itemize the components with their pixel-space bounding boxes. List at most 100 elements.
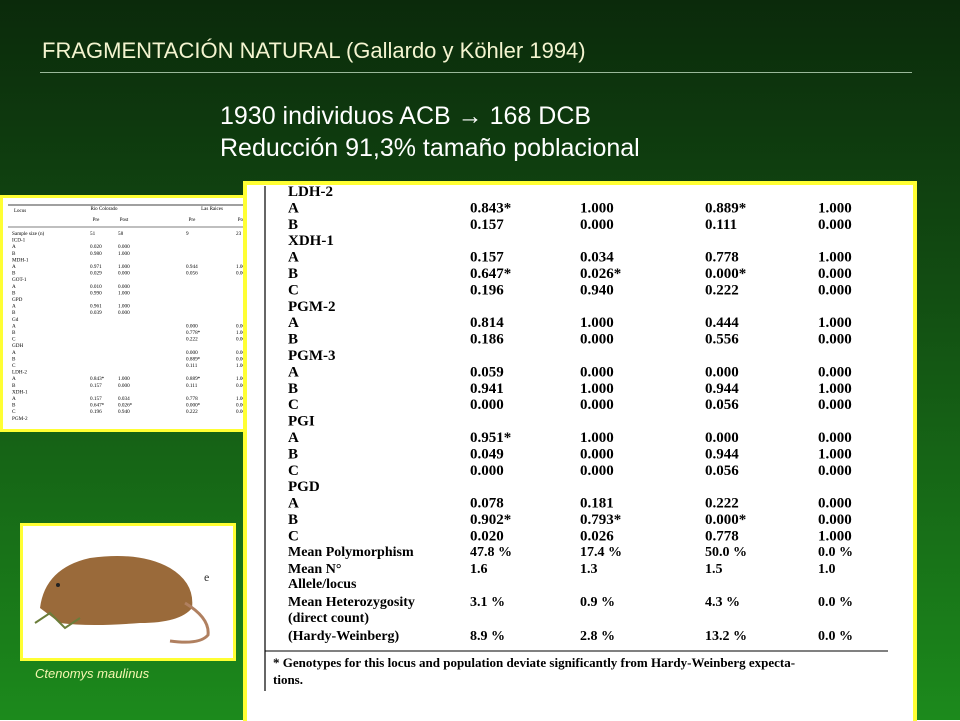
cell: 0.000 xyxy=(818,364,852,380)
rule xyxy=(40,72,912,73)
cell: 58 xyxy=(118,231,124,237)
cell: 0.010 xyxy=(90,284,102,290)
cell: C xyxy=(12,337,16,343)
cell: 0.000 xyxy=(236,337,248,343)
cell: B xyxy=(12,310,16,316)
cell: A xyxy=(288,430,299,446)
header: Post xyxy=(120,218,129,223)
cell: Gd xyxy=(12,317,19,323)
cell: PGM-2 xyxy=(288,299,335,315)
cell: 0.951* xyxy=(470,430,511,446)
cell: 0.222 xyxy=(705,496,739,512)
cell: 0.186 xyxy=(470,332,504,348)
caption: Ctenomys maulinus xyxy=(35,666,150,681)
cell: 0.000 xyxy=(118,244,130,250)
cell: 0.000 xyxy=(580,217,614,233)
cell: 0.0 % xyxy=(818,545,853,560)
cell: 0.000 xyxy=(118,284,130,290)
cell: 0.000 xyxy=(118,310,130,316)
cell: A xyxy=(12,284,16,290)
cell: 0.181 xyxy=(580,496,614,512)
cell: 0.000 xyxy=(580,364,614,380)
cell: 0.000 xyxy=(470,397,504,413)
cell: 0.000 xyxy=(818,332,852,348)
cell: 0.000 xyxy=(818,512,852,528)
cell: B xyxy=(12,290,16,296)
cell: 0.000 xyxy=(580,463,614,479)
cell: 0.944 xyxy=(705,446,739,462)
header: Post xyxy=(238,218,247,223)
subtitle-2: Reducción 91,3% tamaño poblacional xyxy=(220,134,640,162)
cell: C xyxy=(288,282,299,298)
cell: B xyxy=(12,403,16,409)
cell: 0.059 xyxy=(470,364,504,380)
cell: 0.889* xyxy=(186,356,201,362)
subtitle-1: 1930 individuos ACB → 168 DCB xyxy=(220,102,592,130)
cell: B xyxy=(12,356,16,362)
cell: 0.647* xyxy=(90,403,105,409)
cell: GPD xyxy=(12,297,23,303)
cell: 0.000 xyxy=(118,271,130,277)
cell: 4.3 % xyxy=(705,595,740,610)
cell: 0.157 xyxy=(470,217,504,233)
cell: 0.196 xyxy=(470,282,504,298)
cell: 1.000 xyxy=(580,381,614,397)
cell: 0.444 xyxy=(705,315,739,331)
cell: B xyxy=(288,266,298,282)
cell: 1.000 xyxy=(818,250,852,266)
cell: 1.000 xyxy=(236,264,248,270)
cell: A xyxy=(12,350,16,356)
figure: e xyxy=(20,523,236,661)
cell: 0.196 xyxy=(90,409,102,415)
cell: Mean Polymorphism xyxy=(288,545,414,560)
cell: C xyxy=(288,463,299,479)
cell: 0.049 xyxy=(470,446,504,462)
cell: XDH-1 xyxy=(12,389,28,395)
title: FRAGMENTACIÓN NATURAL (Gallardo y Köhler… xyxy=(42,38,586,63)
cell: 50.0 % xyxy=(705,545,747,560)
cell: 0.000 xyxy=(580,397,614,413)
cell: 0.020 xyxy=(470,528,504,544)
cell: A xyxy=(12,264,16,270)
cell: B xyxy=(12,330,16,336)
cell: 1.000 xyxy=(818,315,852,331)
cell: A xyxy=(288,364,299,380)
cell: 1.000 xyxy=(818,200,852,216)
cell: 1.000 xyxy=(118,376,130,382)
cell: 0.793* xyxy=(580,512,621,528)
cell: 0.000 xyxy=(818,430,852,446)
cell: PGM-3 xyxy=(288,348,335,364)
cell: 1.000 xyxy=(118,264,130,270)
cell: 0.000 xyxy=(236,350,248,356)
cell: 1.000 xyxy=(118,290,130,296)
cell: 0.000 xyxy=(186,323,198,329)
cell: A xyxy=(288,250,299,266)
cell: 0.056 xyxy=(705,463,739,479)
cell: 1.000 xyxy=(580,430,614,446)
header: Locus xyxy=(14,209,26,214)
cell: 0.000* xyxy=(705,266,746,282)
cell: 1.000 xyxy=(118,304,130,310)
cell: 0.000 xyxy=(236,383,248,389)
cell: 0.843* xyxy=(90,376,105,382)
cell: B xyxy=(288,332,298,348)
cell: 0.222 xyxy=(705,282,739,298)
cell: B xyxy=(288,512,298,528)
cell: 0.000 xyxy=(818,217,852,233)
cell: (direct count) xyxy=(288,611,369,626)
cell: 9 xyxy=(186,231,189,237)
cell: 0.647* xyxy=(470,266,511,282)
cell: GOT-1 xyxy=(12,277,27,283)
cell: LDH-2 xyxy=(288,184,333,200)
cell: 1.5 xyxy=(705,562,723,577)
cell: 0.990 xyxy=(90,290,102,296)
cell: 1.3 xyxy=(580,562,598,577)
cell: 51 xyxy=(90,231,96,237)
cell: 1.000 xyxy=(818,381,852,397)
cell: 0.034 xyxy=(118,396,130,402)
cell: A xyxy=(288,496,299,512)
cell: XDH-1 xyxy=(288,233,334,249)
header: Pre xyxy=(189,218,196,223)
cell: B xyxy=(12,383,16,389)
